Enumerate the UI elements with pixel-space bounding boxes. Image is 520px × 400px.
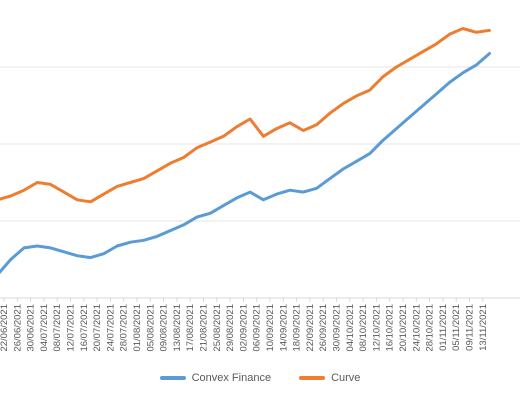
x-tick-label: 26/09/2021 bbox=[318, 304, 329, 352]
legend-item-curve[interactable]: Curve bbox=[299, 372, 360, 384]
x-tick-label: 01/08/2021 bbox=[132, 304, 143, 352]
x-tick-label: 28/10/2021 bbox=[425, 304, 436, 352]
x-tick-label: 05/08/2021 bbox=[145, 304, 156, 352]
x-tick-label: 30/06/2021 bbox=[26, 304, 37, 352]
x-tick-label: 14/09/2021 bbox=[278, 304, 289, 352]
x-tick-label: 20/10/2021 bbox=[398, 304, 409, 352]
x-tick-label: 25/08/2021 bbox=[212, 304, 223, 352]
legend-swatch-curve bbox=[299, 376, 326, 380]
x-tick-label: 02/09/2021 bbox=[238, 304, 249, 352]
x-tick-label: 28/07/2021 bbox=[119, 304, 130, 352]
x-tick-label: 04/07/2021 bbox=[39, 304, 50, 352]
x-tick-label: 16/10/2021 bbox=[385, 304, 396, 352]
x-tick-labels: 22/06/2021 26/06/2021 30/06/2021 04/07/2021… bbox=[0, 298, 489, 352]
x-tick-label: 29/08/2021 bbox=[225, 304, 236, 352]
x-tick-label: 05/11/2021 bbox=[451, 304, 462, 351]
series-line-curve bbox=[0, 27, 491, 204]
x-tick-label: 06/09/2021 bbox=[252, 304, 263, 352]
x-tick-label: 21/08/2021 bbox=[199, 304, 210, 352]
x-tick-label: 24/07/2021 bbox=[105, 304, 116, 352]
x-tick-label: 18/09/2021 bbox=[292, 304, 303, 352]
x-tick-label: 26/06/2021 bbox=[12, 304, 23, 352]
gridlines bbox=[0, 66, 520, 299]
legend-label-convex: Convex Finance bbox=[191, 372, 272, 384]
legend-swatch-convex bbox=[159, 376, 186, 380]
x-tick-label: 09/08/2021 bbox=[159, 304, 170, 352]
x-tick-label: 10/09/2021 bbox=[265, 304, 276, 352]
x-tick-label: 22/09/2021 bbox=[305, 304, 316, 352]
x-tick-label: 24/10/2021 bbox=[411, 304, 422, 352]
x-tick-label: 17/08/2021 bbox=[185, 304, 196, 352]
x-tick-label: 13/08/2021 bbox=[172, 304, 183, 352]
x-tick-label: 08/10/2021 bbox=[358, 304, 369, 352]
legend-item-convex[interactable]: Convex Finance bbox=[159, 372, 272, 384]
x-tick-label: 20/07/2021 bbox=[92, 304, 103, 352]
x-tick-label: 01/11/2021 bbox=[438, 304, 449, 351]
x-tick-label: 22/06/2021 bbox=[0, 304, 10, 352]
legend-label-curve: Curve bbox=[331, 372, 361, 384]
x-tick-label: 16/07/2021 bbox=[79, 304, 90, 352]
series-lines bbox=[0, 27, 491, 275]
legend: Convex Finance Curve bbox=[0, 372, 520, 384]
x-tick-label: 13/11/2021 bbox=[478, 304, 489, 351]
x-tick-label: 08/07/2021 bbox=[52, 304, 63, 352]
x-tick-label: 30/09/2021 bbox=[332, 304, 343, 352]
series-line-convex-finance bbox=[0, 52, 491, 275]
x-tick-label: 12/07/2021 bbox=[66, 304, 77, 352]
chart-area: 22/06/2021 26/06/2021 30/06/2021 04/07/2021… bbox=[0, 27, 520, 352]
x-tick-label: 09/11/2021 bbox=[465, 304, 476, 351]
x-tick-label: 12/10/2021 bbox=[371, 304, 382, 352]
x-tick-label: 04/10/2021 bbox=[345, 304, 356, 352]
